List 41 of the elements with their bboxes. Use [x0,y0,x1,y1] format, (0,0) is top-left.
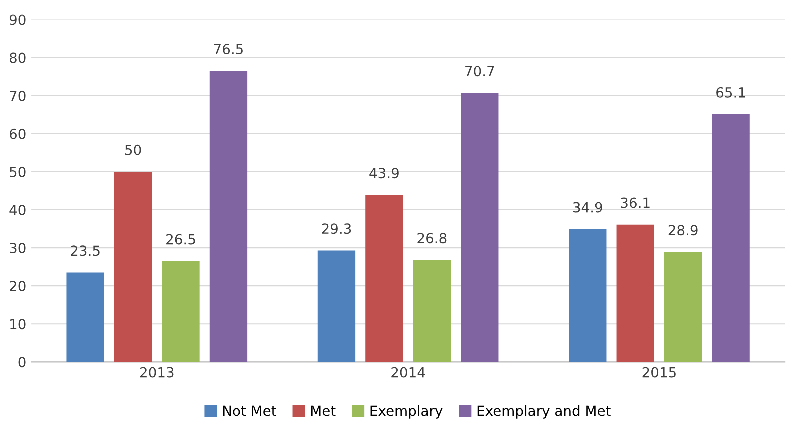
bar [210,71,248,362]
x-tick-label: 2015 [642,367,676,378]
data-label: 70.7 [466,66,494,77]
data-label: 65.1 [716,87,746,98]
legend-label: Not Met [223,406,276,416]
data-label: 76.5 [214,44,243,55]
y-tick-label: 50 [10,166,26,178]
data-label: 26.8 [418,233,447,244]
y-tick-label: 70 [10,90,26,102]
bar [66,272,104,362]
y-tick-label: 30 [10,243,26,254]
data-label: 23.5 [71,246,100,256]
data-label: 50 [126,144,142,156]
bar [162,261,200,362]
x-tick-label: 2014 [392,367,426,378]
bar [616,224,654,362]
bar [461,93,499,362]
bar [318,250,356,362]
y-tick-label: 0 [18,357,26,368]
y-tick-label: 60 [10,128,26,140]
data-label: 36.1 [621,198,650,208]
bar [712,114,750,362]
data-label: 29.3 [322,224,352,234]
data-label: 43.9 [370,168,399,179]
bar [366,195,404,362]
bar [114,172,152,362]
y-tick-label: 20 [10,281,26,292]
x-tick-label: 2013 [140,367,174,378]
y-tick-label: 90 [10,14,26,26]
bar [413,260,452,362]
y-tick-label: 80 [10,52,26,64]
bar [664,252,702,362]
legend-label: Met [311,406,336,416]
data-label: 34.9 [573,202,602,213]
data-label: 26.5 [166,234,196,245]
y-tick-label: 10 [10,319,26,330]
bar [569,229,607,362]
legend-label: Exemplary and Met [478,405,611,419]
y-tick-label: 40 [10,204,26,216]
data-label: 28.9 [668,225,698,236]
legend-label: Exemplary [370,405,443,419]
